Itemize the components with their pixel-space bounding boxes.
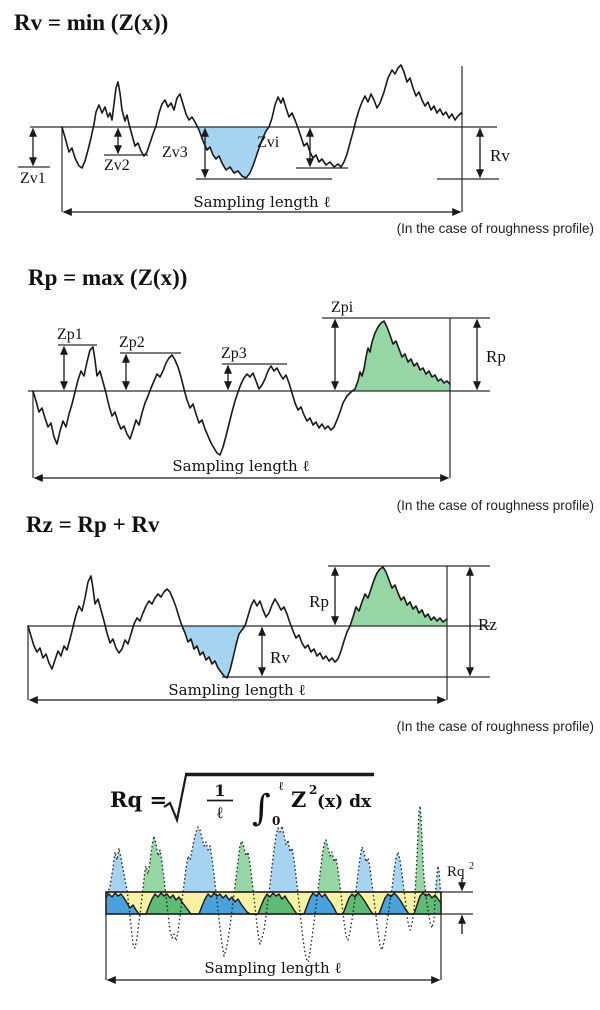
rz-title: Rz = Rp + Rv [26, 515, 160, 537]
rv-profile-curve [61, 64, 463, 179]
rz-caption: (In the case of roughness profile) [397, 719, 594, 734]
formula-arg-dx: (x) dx [317, 792, 372, 812]
rz-rv-label: Rv [270, 648, 290, 667]
rq2-label: Rq [447, 864, 465, 880]
rp-result-label: Rp [486, 347, 506, 366]
formula-z-exponent: 2 [309, 783, 317, 797]
zv1-label: Zv1 [20, 170, 46, 187]
inband-hump-green-3 [343, 893, 373, 914]
zp2-label: Zp2 [119, 334, 145, 351]
panel-rp-figure: Rp = max (Z(x)) Zp1 Zp2 Zp3 Zpi Rp Sampl… [28, 265, 594, 513]
zp3-label: Zp3 [221, 345, 247, 362]
rq-solid-curve [105, 892, 442, 915]
inband-hump-blue-4 [379, 893, 409, 914]
integral-upper-limit: ℓ [278, 779, 284, 793]
integral-lower-limit: 0 [272, 814, 280, 828]
rv-title: Rv = min (Z(x)) [14, 10, 168, 35]
rq-formula: Rq = 1 ℓ ∫ ℓ 0 Z 2 (x) dx [110, 772, 374, 829]
rz-profile-curve [27, 566, 448, 679]
inband-hump-green-2 [258, 893, 297, 914]
rp-profile-curve [32, 320, 451, 456]
rv-deep-valley-fill [199, 127, 269, 178]
rp-peak-fill [354, 321, 450, 391]
peak-fill-lblue-2 [183, 827, 216, 892]
rp-caption: (In the case of roughness profile) [397, 498, 594, 513]
zp1-label: Zp1 [57, 326, 83, 343]
rz-result-label: Rz [478, 615, 497, 634]
rz-rp-label: Rp [309, 592, 329, 611]
peak-fill-lblue-6 [435, 866, 441, 892]
peak-fill-lblue-3 [269, 826, 298, 892]
rz-sampling-label: Sampling length ℓ [168, 681, 305, 699]
rv-result-label: Rv [490, 146, 510, 165]
rq2-exponent: 2 [469, 861, 474, 872]
rq-inband-fills [106, 893, 441, 914]
rz-valley-fill [182, 626, 245, 678]
panel-rz-figure: Rz = Rp + Rv Rp Rv Rz Sampling length ℓ … [26, 515, 594, 734]
rp-title: Rp = max (Z(x)) [28, 265, 187, 290]
rv-sampling-label: Sampling length ℓ [193, 193, 330, 211]
rq-formula-lhs: Rq = [110, 787, 167, 812]
zpi-label: Zpi [331, 299, 354, 316]
zv3-label: Zv3 [162, 144, 188, 161]
peak-fill-lgreen-1 [142, 836, 166, 892]
formula-z: Z [291, 787, 306, 812]
rq-sampling-label: Sampling length ℓ [204, 959, 341, 977]
peak-fill-lgreen-3 [317, 840, 341, 892]
panel-rv-figure: Rv = min (Z(x)) Zv1 Zv2 Zv3 Zvi Rv Sampl… [14, 10, 594, 236]
rp-sampling-label: Sampling length ℓ [172, 457, 309, 475]
peak-fill-lblue-1 [108, 848, 128, 892]
peak-fill-lgreen-2 [234, 841, 254, 892]
panel-rq-figure: Rq = 1 ℓ ∫ ℓ 0 Z 2 (x) dx [105, 772, 474, 984]
rv-caption: (In the case of roughness profile) [397, 221, 594, 236]
zvi-label: Zvi [257, 134, 280, 151]
inband-hump-blue-1 [106, 893, 139, 914]
fraction-denominator: ℓ [217, 803, 224, 822]
radical-sign [163, 774, 188, 824]
inband-hump-blue-3 [304, 893, 337, 914]
inband-hump-blue-2 [199, 893, 250, 914]
fraction-numerator: 1 [214, 781, 225, 800]
integral-sign: ∫ [252, 788, 271, 829]
zv2-label: Zv2 [104, 157, 130, 174]
peak-fill-lblue-4 [355, 847, 374, 892]
peak-fill-lblue-5 [391, 852, 405, 892]
